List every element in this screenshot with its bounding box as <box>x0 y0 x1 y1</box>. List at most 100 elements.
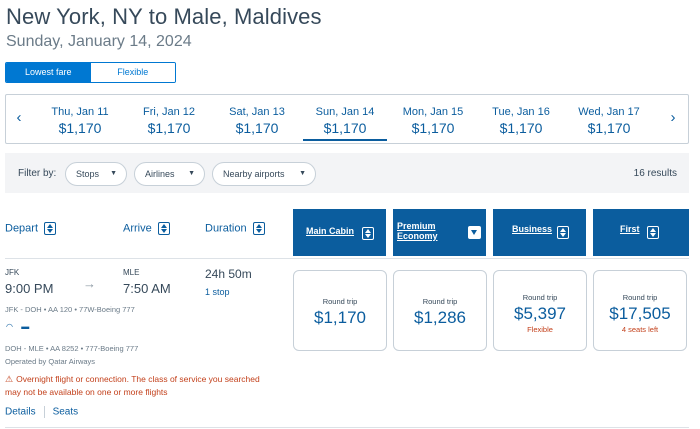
date-option-selected[interactable]: Sun, Jan 14 $1,170 <box>303 106 387 141</box>
segment-1: JFK - DOH • AA 120 • 77W-Boeing 777 <box>5 305 135 314</box>
filter-bar: Filter by: Stops ▼ Airlines ▼ Nearby air… <box>5 153 689 193</box>
fare-card-first[interactable]: Round trip $17,505 4 seats left <box>593 270 687 351</box>
sort-icon <box>157 222 170 235</box>
fare-price: $1,286 <box>414 308 466 327</box>
business-header[interactable]: Business <box>493 209 586 256</box>
selected-indicator <box>303 139 387 141</box>
segment-2: DOH - MLE • AA 8252 • 777-Boeing 777 <box>5 344 139 353</box>
details-link[interactable]: Details <box>5 406 36 418</box>
depart-sort[interactable]: Depart <box>5 222 57 235</box>
date-label: Tue, Jan 16 <box>492 106 550 118</box>
caret-down-icon <box>468 226 481 239</box>
date-label: Sun, Jan 14 <box>315 106 375 118</box>
fare-note: 4 seats left <box>621 325 659 334</box>
divider <box>5 258 689 259</box>
flight-links: Details Seats <box>5 406 78 418</box>
premium-economy-label-line2: Economy <box>397 231 438 241</box>
date-price: $1,170 <box>411 120 455 136</box>
trip-type: Round trip <box>622 293 658 302</box>
trip-type: Round trip <box>522 293 558 302</box>
premium-economy-header[interactable]: Premium Economy <box>393 209 486 256</box>
first-label: First <box>620 224 640 234</box>
amenities: ◠ ▬ <box>6 322 29 331</box>
first-header[interactable]: First <box>593 209 689 256</box>
depart-header: Depart <box>5 222 39 235</box>
fare-card-premium-economy[interactable]: Round trip $1,286 <box>393 270 487 351</box>
warning-message: ⚠ Overnight flight or connection. The cla… <box>5 373 295 399</box>
airlines-filter[interactable]: Airlines ▼ <box>134 162 205 186</box>
date-label: Mon, Jan 15 <box>402 106 464 118</box>
fare-note: Flexible <box>527 325 553 334</box>
trip-type: Round trip <box>322 297 358 306</box>
fare-price: $5,397 <box>514 304 566 323</box>
airlines-filter-label: Airlines <box>145 169 175 179</box>
fare-price: $1,170 <box>314 308 366 327</box>
sort-icon <box>252 222 265 235</box>
arrive-header: Arrive <box>123 222 152 235</box>
duration-sort[interactable]: Duration <box>205 222 265 235</box>
warning-text-line2: may not be available on one or more flig… <box>5 387 168 397</box>
nearby-airports-filter[interactable]: Nearby airports ▼ <box>212 162 316 186</box>
date-option[interactable]: Sat, Jan 13 $1,170 <box>215 106 299 136</box>
date-price: $1,170 <box>323 120 367 136</box>
date-label: Sat, Jan 13 <box>229 106 285 118</box>
business-label: Business <box>512 224 553 234</box>
divider <box>5 427 689 428</box>
date-option[interactable]: Fri, Jan 12 $1,170 <box>127 106 211 136</box>
seats-link[interactable]: Seats <box>52 406 79 418</box>
date-label: Thu, Jan 11 <box>51 106 109 118</box>
sort-icon <box>44 222 57 235</box>
link-separator <box>43 406 45 418</box>
trip-type: Round trip <box>422 297 458 306</box>
flexible-option[interactable]: Flexible <box>90 63 175 82</box>
sort-icon <box>557 226 569 240</box>
arrive-sort[interactable]: Arrive <box>123 222 170 235</box>
caret-down-icon: ▼ <box>299 170 306 177</box>
page-title: New York, NY to Male, Maldives <box>6 4 322 29</box>
results-count: 16 results <box>633 168 677 179</box>
arrow-right-icon: → <box>83 276 96 291</box>
sort-icon <box>362 227 374 241</box>
depart-airport: JFK <box>5 268 20 277</box>
stops-filter[interactable]: Stops ▼ <box>65 162 127 186</box>
fare-card-main-cabin[interactable]: Round trip $1,170 <box>293 270 387 351</box>
flight-duration: 24h 50m <box>205 267 252 281</box>
date-option[interactable]: Tue, Jan 16 $1,170 <box>479 106 563 136</box>
depart-time: 9:00 PM <box>5 281 54 296</box>
fare-card-business[interactable]: Round trip $5,397 Flexible <box>493 270 587 351</box>
fare-type-toggle: Lowest fare Flexible <box>5 62 176 83</box>
premium-economy-label-line1: Premium <box>397 221 436 231</box>
caret-down-icon: ▼ <box>188 170 195 177</box>
warning-icon: ⚠ <box>5 374 14 384</box>
date-price: $1,170 <box>587 120 631 136</box>
date-price: $1,170 <box>147 120 191 136</box>
chevron-right-icon[interactable]: › <box>670 109 676 126</box>
nearby-airports-filter-label: Nearby airports <box>223 169 285 179</box>
stops-filter-label: Stops <box>76 169 100 179</box>
date-price: $1,170 <box>58 120 102 136</box>
duration-header: Duration <box>205 222 247 235</box>
travel-date: Sunday, January 14, 2024 <box>6 33 192 50</box>
chevron-left-icon[interactable]: ‹ <box>16 109 22 126</box>
arrive-time: 7:50 AM <box>123 281 171 296</box>
date-price: $1,170 <box>235 120 279 136</box>
date-carousel: ‹ Thu, Jan 11 $1,170 Fri, Jan 12 $1,170 … <box>5 94 689 144</box>
date-label: Fri, Jan 12 <box>143 106 195 118</box>
premium-economy-label: Premium Economy <box>397 221 438 241</box>
main-cabin-header[interactable]: Main Cabin <box>293 209 386 256</box>
date-price: $1,170 <box>499 120 543 136</box>
main-cabin-label: Main Cabin <box>306 226 355 236</box>
sort-icon <box>647 226 659 240</box>
date-option[interactable]: Mon, Jan 15 $1,170 <box>391 106 475 136</box>
filter-label: Filter by: <box>18 168 57 179</box>
warning-text-line1: Overnight flight or connection. The clas… <box>16 374 260 384</box>
date-option[interactable]: Wed, Jan 17 $1,170 <box>567 106 651 136</box>
date-label: Wed, Jan 17 <box>578 106 640 118</box>
wifi-icon: ◠ <box>6 322 13 331</box>
arrive-airport: MLE <box>123 268 140 277</box>
date-option[interactable]: Thu, Jan 11 $1,170 <box>38 106 122 136</box>
lowest-fare-option[interactable]: Lowest fare <box>6 63 91 82</box>
operated-by: Operated by Qatar Airways <box>5 357 96 366</box>
stops-link[interactable]: 1 stop <box>205 287 230 297</box>
caret-down-icon: ▼ <box>110 170 117 177</box>
